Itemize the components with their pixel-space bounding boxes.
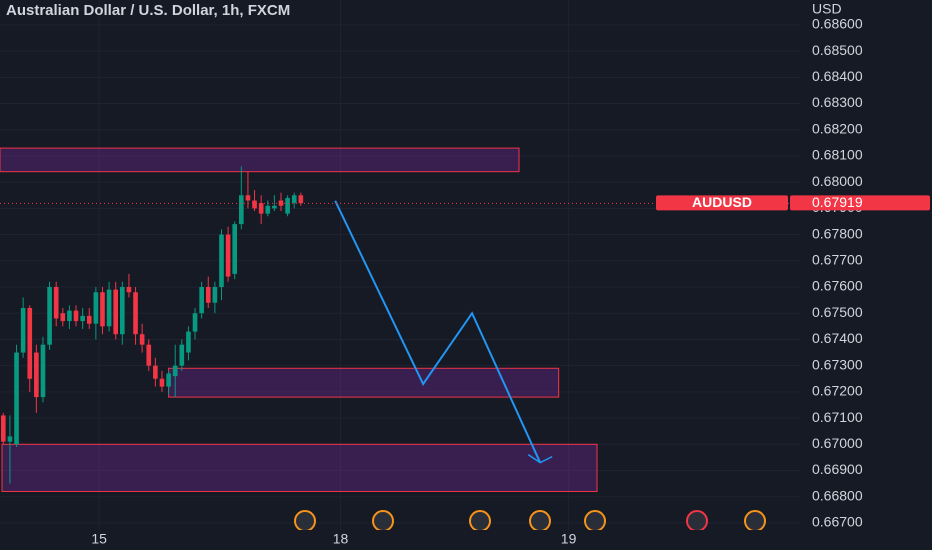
y-tick-label: 0.68500 — [812, 42, 863, 58]
candles — [0, 166, 304, 484]
candle-body — [120, 287, 125, 335]
zone — [168, 367, 560, 398]
price-axis — [800, 0, 932, 550]
candle-body — [80, 315, 85, 322]
candle-body — [0, 415, 6, 442]
x-tick-label: 18 — [333, 531, 349, 547]
candle-body — [252, 200, 257, 209]
candle-body — [93, 292, 99, 324]
y-tick-label: 0.67200 — [812, 383, 863, 399]
candle-body — [153, 365, 158, 379]
candle-body — [27, 307, 33, 379]
candle-body — [285, 197, 290, 214]
event-icon[interactable] — [744, 510, 766, 532]
candle-body — [239, 195, 244, 225]
y-tick-label: 0.67000 — [812, 435, 863, 451]
y-tick-label: 0.67600 — [812, 278, 863, 294]
candle-body — [219, 234, 224, 288]
candle-body — [258, 203, 264, 214]
grid — [0, 0, 800, 530]
candle-body — [186, 331, 191, 353]
candle-body — [298, 195, 304, 204]
candle-body — [146, 344, 152, 366]
candle-body — [199, 287, 204, 314]
event-icon[interactable] — [372, 510, 394, 532]
last-price-label: 0.67919 — [812, 194, 863, 210]
candle-body — [291, 195, 297, 204]
y-tick-label: 0.68200 — [812, 120, 863, 136]
candle-body — [113, 289, 119, 335]
candle-body — [192, 313, 198, 332]
y-tick-label: 0.66800 — [812, 487, 863, 503]
y-tick-label: 0.67500 — [812, 304, 863, 320]
y-tick-label: 0.67700 — [812, 252, 863, 268]
candle-body — [53, 287, 59, 319]
y-tick-label: 0.66700 — [812, 514, 863, 530]
y-tick-label: 0.68100 — [812, 147, 863, 163]
y-tick-label: 0.67100 — [812, 409, 863, 425]
candle-body — [159, 378, 165, 387]
projection-path — [334, 200, 542, 464]
candle-body — [47, 287, 52, 345]
candle-body — [20, 307, 26, 353]
axes: 0.68600 0.68500 0.68400 0.68300 0.68200 0.681… — [91, 16, 930, 547]
event-icon[interactable] — [529, 510, 551, 532]
candle-body — [67, 310, 72, 322]
candle-body — [14, 352, 19, 445]
chart-title: Australian Dollar / U.S. Dollar, 1h, FXC… — [6, 2, 290, 19]
candle-body — [245, 195, 251, 201]
zone — [1, 443, 598, 492]
candle-body — [166, 373, 171, 387]
y-tick-label: 0.66900 — [812, 461, 863, 477]
candle-body — [205, 287, 211, 303]
candle-body — [265, 205, 271, 214]
candle-body — [106, 289, 112, 327]
candle-body — [126, 287, 132, 293]
y-tick-label: 0.68400 — [812, 68, 863, 84]
zone — [0, 147, 520, 173]
y-axis-label: USD — [812, 1, 842, 17]
candle-body — [232, 224, 238, 274]
candle-body — [179, 344, 185, 366]
zones — [0, 147, 598, 492]
x-tick-label: 15 — [91, 531, 107, 547]
candle-body — [73, 310, 79, 322]
y-tick-label: 0.67300 — [812, 356, 863, 372]
event-icon[interactable] — [584, 510, 606, 532]
candle-body — [100, 292, 105, 327]
event-icon[interactable] — [469, 510, 491, 532]
candle-body — [34, 352, 39, 398]
candle-body — [7, 436, 13, 442]
time-axis — [0, 530, 800, 550]
candle-body — [60, 313, 66, 322]
candle-body — [139, 334, 145, 345]
x-tick-label: 19 — [561, 531, 577, 547]
candle-body — [133, 292, 138, 335]
overlay — [0, 200, 800, 464]
y-tick-label: 0.67800 — [812, 225, 863, 241]
y-tick-label: 0.68300 — [812, 94, 863, 110]
event-icons — [294, 510, 766, 532]
candle-body — [40, 344, 46, 398]
candle-body — [172, 365, 178, 377]
projection-arrowhead — [527, 454, 553, 464]
y-tick-label: 0.68600 — [812, 16, 863, 32]
event-icon[interactable] — [686, 510, 708, 532]
price-tag — [790, 195, 930, 211]
candle-body — [272, 205, 277, 209]
candle-body — [86, 315, 92, 324]
symbol-tag — [656, 195, 788, 211]
candle-body — [225, 234, 231, 277]
symbol-label: AUDUSD — [692, 194, 752, 210]
y-tick-label: 0.67400 — [812, 330, 863, 346]
candle-body — [212, 287, 218, 303]
y-tick-label: 0.68000 — [812, 173, 863, 189]
event-icon[interactable] — [294, 510, 316, 532]
